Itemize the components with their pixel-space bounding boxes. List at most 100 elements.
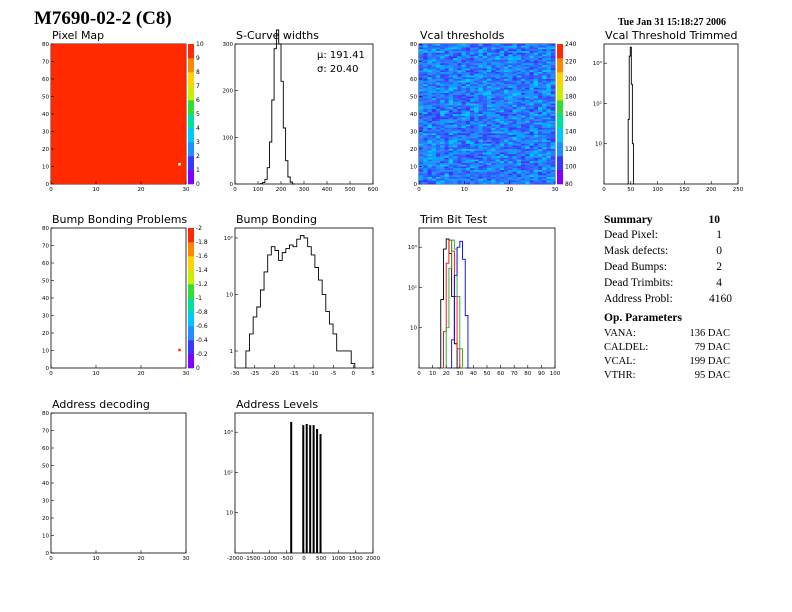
- heatmap-cell: [546, 77, 551, 80]
- heatmap-cell: [482, 114, 488, 116]
- y-tick-label: 50: [42, 464, 49, 470]
- heatmap-cell: [427, 117, 432, 120]
- heatmap-cell: [440, 135, 445, 137]
- heatmap-cell: [516, 73, 522, 76]
- chart-title: Pixel Map: [52, 29, 104, 42]
- heatmap-cell: [457, 121, 462, 123]
- heatmap-cell: [512, 159, 517, 162]
- heatmap-cell: [529, 49, 534, 52]
- heatmap-cell: [431, 65, 437, 67]
- heatmap-cell: [521, 91, 526, 94]
- heatmap-cell: [550, 49, 556, 52]
- heatmap-cell: [495, 159, 500, 162]
- heatmap-cell: [470, 121, 475, 123]
- heatmap-cell: [427, 49, 432, 52]
- palette-segment: [188, 44, 194, 59]
- heatmap-cell: [427, 75, 432, 78]
- chart-title: Bump Bonding: [236, 213, 317, 226]
- heatmap-cell: [546, 149, 551, 151]
- heatmap-cell: [516, 89, 522, 92]
- palette-segment: [557, 142, 563, 157]
- heatmap-cell: [431, 143, 437, 146]
- heatmap-cell: [440, 175, 445, 178]
- heatmap-cell: [491, 122, 496, 125]
- heatmap-cell: [525, 117, 530, 120]
- y-tick-label: 60: [410, 77, 417, 83]
- y-tick-label: 70: [42, 60, 49, 66]
- heatmap-cell: [461, 107, 466, 109]
- heatmap-cell: [529, 154, 534, 157]
- heatmap-cell: [465, 70, 471, 73]
- heatmap-cell: [440, 96, 445, 99]
- heatmap-cell: [504, 59, 509, 62]
- heatmap-cell: [465, 161, 471, 164]
- heatmap-cell: [423, 140, 428, 143]
- heatmap-cell: [499, 93, 505, 95]
- heatmap-cell: [542, 117, 547, 120]
- heatmap-cell: [525, 75, 530, 78]
- heatmap-cell: [516, 108, 522, 111]
- heatmap-cell: [516, 178, 522, 181]
- heatmap-cell: [457, 143, 462, 146]
- op-param-label: CALDEL:: [604, 342, 649, 353]
- heatmap-cell: [440, 156, 445, 158]
- heatmap-cell: [533, 56, 539, 59]
- heatmap-cell: [546, 45, 551, 48]
- heatmap-cell: [525, 119, 530, 122]
- heatmap-cell: [474, 107, 479, 109]
- heatmap-cell: [516, 136, 522, 139]
- heatmap-cell: [440, 52, 445, 55]
- heatmap-cell: [542, 94, 547, 97]
- heatmap-cell: [512, 136, 517, 139]
- heatmap-cell: [521, 59, 526, 62]
- heatmap-cell: [525, 129, 530, 132]
- heatmap-cell: [444, 126, 449, 129]
- heatmap-cell: [461, 119, 466, 122]
- heatmap-cell: [419, 75, 424, 78]
- heatmap-cell: [482, 182, 488, 185]
- y-tick-label: 80: [42, 411, 49, 417]
- heatmap-cell: [546, 178, 551, 181]
- heatmap-cell: [444, 114, 449, 116]
- heatmap-cell: [478, 152, 483, 155]
- heatmap-cell: [453, 105, 458, 108]
- heatmap-cell: [487, 107, 492, 109]
- heatmap-cell: [525, 159, 530, 162]
- heatmap-cell: [516, 68, 522, 71]
- heatmap-cell: [516, 45, 522, 48]
- heatmap-cell: [533, 129, 539, 132]
- heatmap-cell: [444, 98, 449, 101]
- heatmap-cell: [495, 87, 500, 90]
- heatmap-cell: [504, 159, 509, 162]
- heatmap-cell: [550, 82, 556, 85]
- heatmap-cell: [542, 65, 547, 67]
- heatmap-cell: [525, 154, 530, 157]
- heatmap-cell: [470, 54, 475, 57]
- heatmap-cell: [499, 121, 505, 123]
- heatmap-cell: [470, 49, 475, 52]
- heatmap-cell: [419, 58, 424, 60]
- heatmap-cell: [516, 150, 522, 153]
- heatmap-cell: [474, 131, 479, 134]
- heatmap-cell: [525, 112, 530, 115]
- heatmap-cell: [521, 128, 526, 130]
- heatmap-cell: [508, 66, 513, 69]
- heatmap-cell: [550, 142, 556, 144]
- heatmap-cell: [440, 91, 445, 94]
- heatmap-cell: [482, 73, 488, 76]
- heatmap-cell: [470, 44, 475, 46]
- heatmap-cell: [487, 73, 492, 76]
- heatmap-cell: [516, 175, 522, 178]
- heatmap-cell: [470, 128, 475, 130]
- heatmap-cell: [436, 112, 441, 115]
- heatmap-cell: [512, 129, 517, 132]
- heatmap-cell: [538, 121, 543, 123]
- heatmap-cell: [461, 150, 466, 153]
- heatmap-cell: [436, 168, 441, 171]
- heatmap-cell: [440, 114, 445, 116]
- heatmap-cell: [521, 171, 526, 174]
- heatmap-cell: [487, 58, 492, 60]
- heatmap-cell: [512, 70, 517, 73]
- heatmap-cell: [521, 117, 526, 120]
- heatmap-cell: [448, 182, 454, 185]
